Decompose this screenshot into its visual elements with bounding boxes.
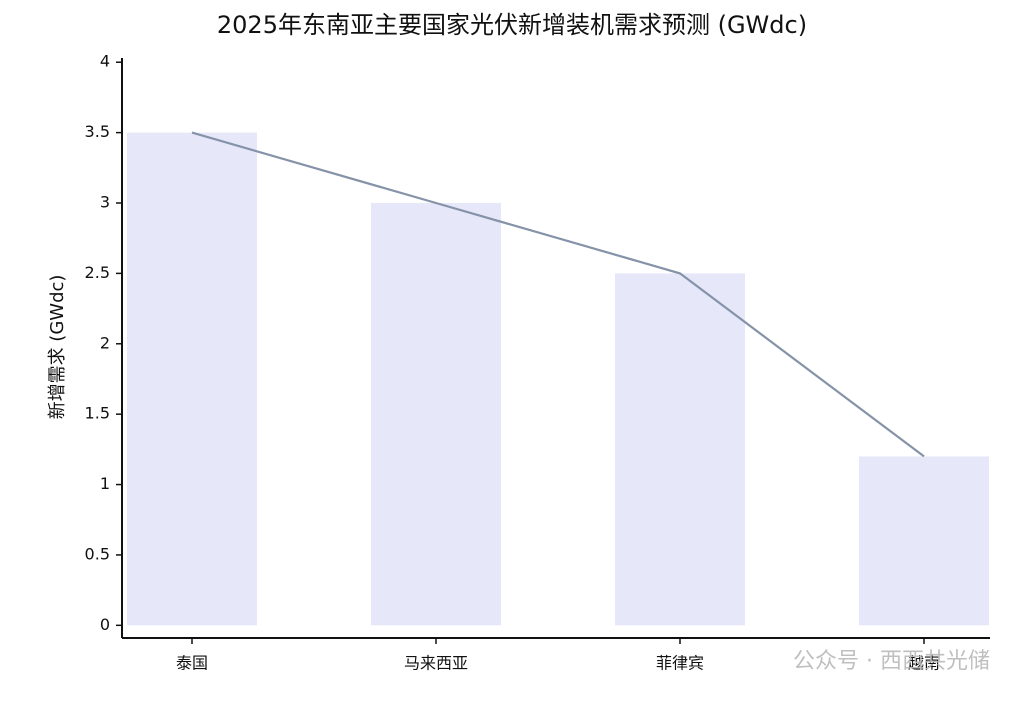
y-tick-label: 0 bbox=[100, 615, 110, 634]
x-tick-label: 马来西亚 bbox=[404, 654, 468, 673]
bar bbox=[371, 203, 501, 626]
y-tick-label: 4 bbox=[100, 52, 110, 71]
x-tick-label: 越南 bbox=[908, 654, 940, 673]
y-tick-label: 3 bbox=[100, 193, 110, 212]
y-tick-label: 1 bbox=[100, 474, 110, 493]
trend-line bbox=[191, 131, 925, 458]
bar bbox=[127, 132, 257, 626]
y-tick-label: 3.5 bbox=[85, 122, 110, 141]
y-tick-label: 2.5 bbox=[85, 263, 110, 282]
bar bbox=[859, 456, 989, 626]
y-tick-label: 0.5 bbox=[85, 544, 110, 563]
watermark: 公众号 · 西西共光储 bbox=[793, 649, 990, 674]
x-tick-label: 菲律宾 bbox=[656, 654, 704, 673]
y-tick-label: 1.5 bbox=[85, 404, 110, 423]
x-tick-label: 泰国 bbox=[176, 654, 208, 673]
bar bbox=[615, 273, 745, 626]
chart-title: 2025年东南亚主要国家光伏新增装机需求预测 (GWdc) bbox=[217, 11, 807, 39]
y-tick-label: 2 bbox=[100, 333, 110, 352]
y-axis-label: 新增需求 (GWdc) bbox=[47, 275, 68, 420]
